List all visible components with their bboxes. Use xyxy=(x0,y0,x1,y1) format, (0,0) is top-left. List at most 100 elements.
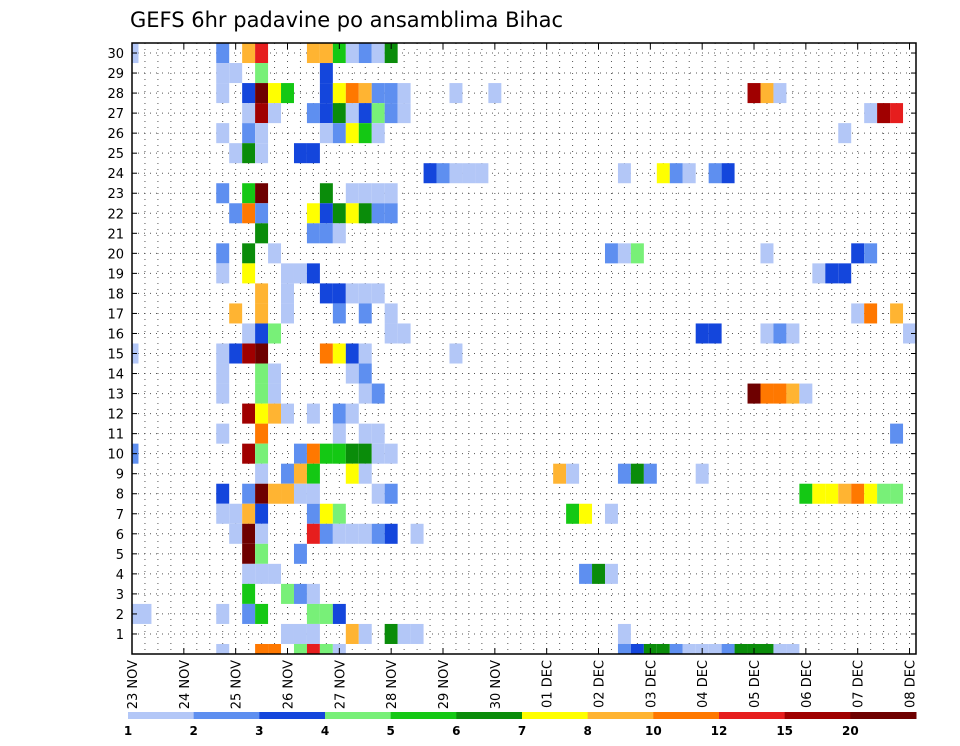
heatmap-cell xyxy=(242,83,256,104)
heatmap-cell xyxy=(358,423,372,444)
heatmap-cell xyxy=(462,163,476,184)
heatmap-cell xyxy=(229,63,243,84)
heatmap-cell xyxy=(799,383,813,404)
heatmap-cell xyxy=(617,643,631,654)
x-tick-label: 05 DEC xyxy=(748,660,763,708)
y-tick-label: 15 xyxy=(107,348,124,363)
heatmap-cell xyxy=(332,343,346,364)
heatmap-cell xyxy=(371,423,385,444)
heatmap-cell xyxy=(630,643,644,654)
heatmap-cell xyxy=(319,283,333,304)
heatmap-cell xyxy=(306,143,320,164)
heatmap-cell xyxy=(384,83,398,104)
heatmap-cell xyxy=(371,443,385,464)
heatmap-cell xyxy=(216,423,230,444)
y-tick-label: 23 xyxy=(107,187,124,202)
heatmap-cell xyxy=(708,163,722,184)
heatmap-cell xyxy=(384,43,398,64)
x-tick-label: 25 NOV xyxy=(230,660,245,709)
x-tick-label: 01 DEC xyxy=(541,660,556,708)
y-tick-label: 30 xyxy=(107,47,124,62)
heatmap-cell xyxy=(319,643,333,654)
heatmap-cell xyxy=(838,123,852,144)
heatmap-cell xyxy=(216,503,230,524)
heatmap-cell xyxy=(345,43,359,64)
heatmap-cell xyxy=(319,43,333,64)
heatmap-cell xyxy=(358,83,372,104)
heatmap-cell xyxy=(242,403,256,424)
heatmap-cell xyxy=(384,103,398,124)
heatmap-cell xyxy=(281,403,294,424)
heatmap-cell xyxy=(332,223,346,244)
heatmap-cell xyxy=(410,623,424,644)
legend-swatch xyxy=(850,712,917,719)
heatmap-cell xyxy=(799,483,813,504)
color-legend: 1 2 3 4 5 6 7 8 10 12 15 20 xyxy=(124,712,917,738)
heatmap-cell xyxy=(281,83,294,104)
heatmap-cell xyxy=(242,543,256,564)
heatmap-cell xyxy=(319,603,333,624)
heatmap-cell xyxy=(216,603,230,624)
heatmap-cell xyxy=(332,603,346,624)
heatmap-cell xyxy=(242,143,256,164)
heatmap-cell xyxy=(281,263,294,284)
heatmap-cell xyxy=(306,103,320,124)
heatmap-cell xyxy=(864,303,878,324)
heatmap-cell xyxy=(773,83,787,104)
heatmap-cell xyxy=(358,523,372,544)
heatmap-cell xyxy=(656,643,670,654)
heatmap-cell xyxy=(255,503,269,524)
heatmap-cell xyxy=(332,403,346,424)
heatmap-cell xyxy=(384,443,398,464)
heatmap-cell xyxy=(281,463,294,484)
heatmap-cell xyxy=(216,363,230,384)
heatmap-cell xyxy=(242,603,256,624)
x-tick-label: 03 DEC xyxy=(644,660,659,708)
heatmap-cell xyxy=(306,483,320,504)
heatmap-cell xyxy=(786,383,800,404)
heatmap-cell xyxy=(669,643,683,654)
heatmap-cell xyxy=(255,463,269,484)
heatmap-cell xyxy=(255,303,269,324)
heatmap-cell xyxy=(293,643,307,654)
heatmap-cell xyxy=(371,83,385,104)
heatmap-cell xyxy=(229,143,243,164)
heatmap-cell xyxy=(242,103,256,124)
heatmap-cell xyxy=(358,343,372,364)
heatmap-cell xyxy=(851,483,865,504)
heatmap-cell xyxy=(332,503,346,524)
heatmap-cell xyxy=(384,323,398,344)
heatmap-cell xyxy=(255,363,269,384)
heatmap-cell xyxy=(760,323,774,344)
heatmap-cell xyxy=(255,203,269,224)
heatmap-cell xyxy=(371,523,385,544)
heatmap-cell xyxy=(617,463,631,484)
y-tick-label: 11 xyxy=(107,428,124,443)
heatmap-cell xyxy=(864,483,878,504)
heatmap-cell xyxy=(242,43,256,64)
x-tick-label: 27 NOV xyxy=(333,660,348,709)
heatmap-cell xyxy=(449,83,463,104)
heatmap-cell xyxy=(721,163,735,184)
heatmap-cell xyxy=(216,483,230,504)
heatmap-cell xyxy=(332,303,346,324)
heatmap-cell xyxy=(358,183,372,204)
heatmap-cell xyxy=(332,423,346,444)
heatmap-cell xyxy=(864,243,878,264)
heatmap-cell xyxy=(358,463,372,484)
heatmap-cell xyxy=(617,243,631,264)
heatmap-cell xyxy=(242,443,256,464)
heatmap-cell xyxy=(255,543,269,564)
heatmap-cell xyxy=(410,523,424,544)
legend-label: 2 xyxy=(189,724,197,738)
heatmap-cell xyxy=(319,223,333,244)
heatmap-cell xyxy=(281,483,294,504)
y-tick-label: 25 xyxy=(107,147,124,162)
heatmap-cell xyxy=(397,323,411,344)
legend-swatch xyxy=(128,712,195,719)
heatmap-cell xyxy=(566,503,580,524)
x-tick-label: 29 NOV xyxy=(437,660,452,709)
heatmap-cell xyxy=(851,243,865,264)
heatmap-cell xyxy=(371,283,385,304)
